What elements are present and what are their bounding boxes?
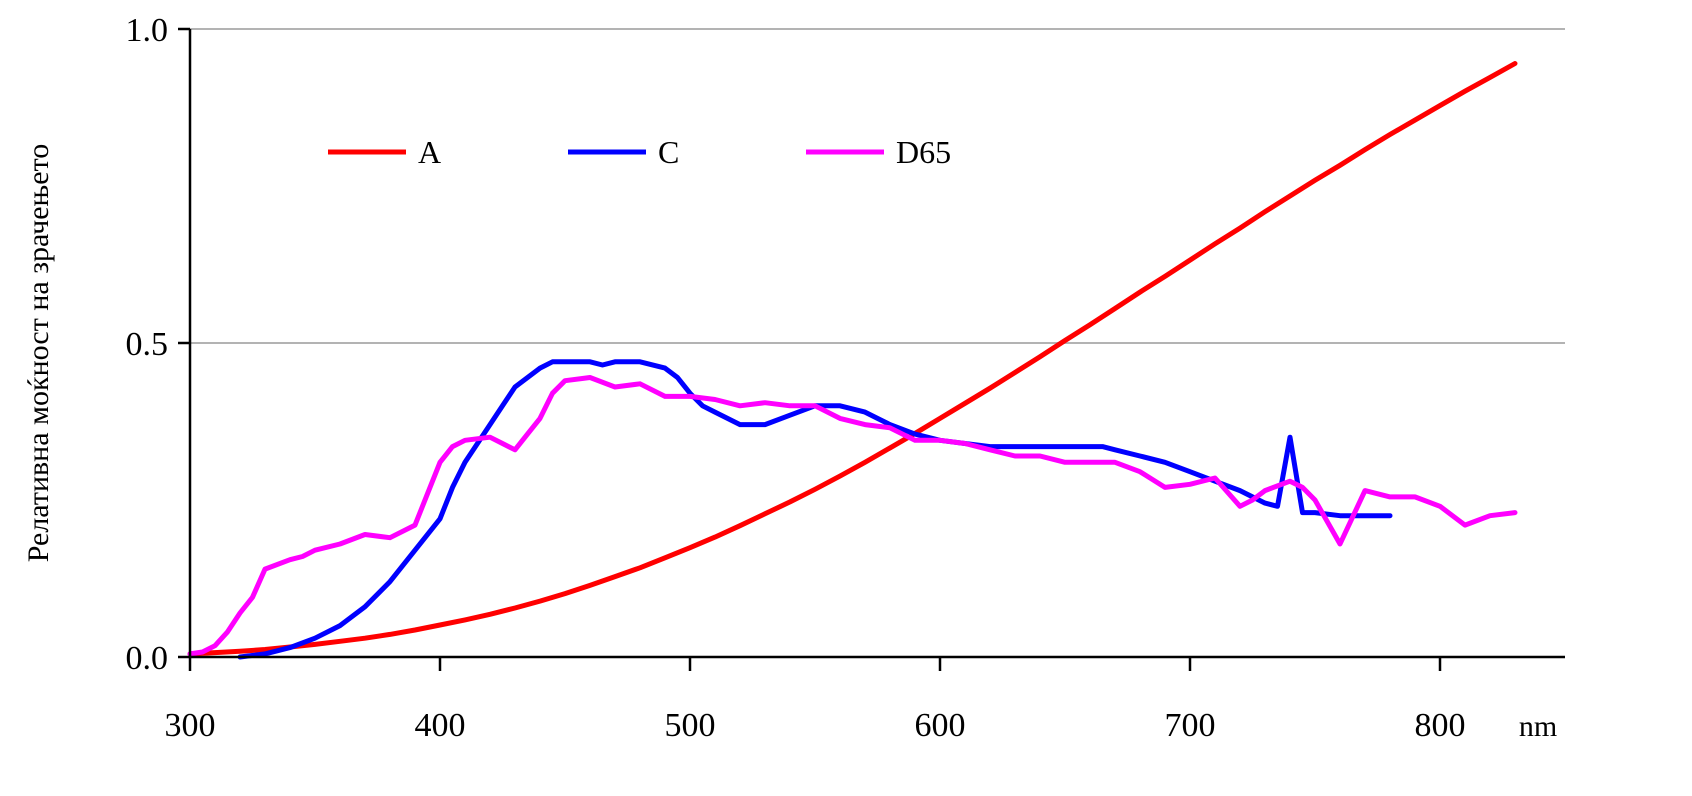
x-tick-label: 800	[1415, 707, 1466, 744]
ticks	[178, 27, 1442, 671]
series-line-a	[187, 61, 1518, 657]
y-axis-label: Релативна моќност на зрачењето	[22, 144, 55, 563]
legend: A C D65	[328, 134, 951, 170]
x-tick-label: 300	[165, 707, 216, 744]
legend-label: A	[418, 134, 441, 170]
series-line-d65	[187, 375, 1518, 657]
x-axis-unit-label: nm	[1519, 710, 1557, 743]
y-tick-label: 1.0	[126, 12, 169, 49]
plot-lines	[187, 61, 1518, 660]
tick-labels: 0.0 0.5 1.0 300 400 500 600 700 800	[126, 12, 1466, 744]
legend-item-c: C	[568, 134, 679, 170]
legend-label: C	[658, 134, 679, 170]
x-tick-label: 400	[415, 707, 466, 744]
legend-label: D65	[896, 134, 951, 170]
gridlines	[190, 28, 1565, 344]
x-tick-label: 700	[1165, 707, 1216, 744]
y-tick-label: 0.5	[126, 326, 169, 363]
x-tick-label: 500	[665, 707, 716, 744]
legend-item-a: A	[328, 134, 441, 170]
y-tick-label: 0.0	[126, 640, 169, 677]
x-tick-label: 600	[915, 707, 966, 744]
legend-item-d65: D65	[806, 134, 951, 170]
